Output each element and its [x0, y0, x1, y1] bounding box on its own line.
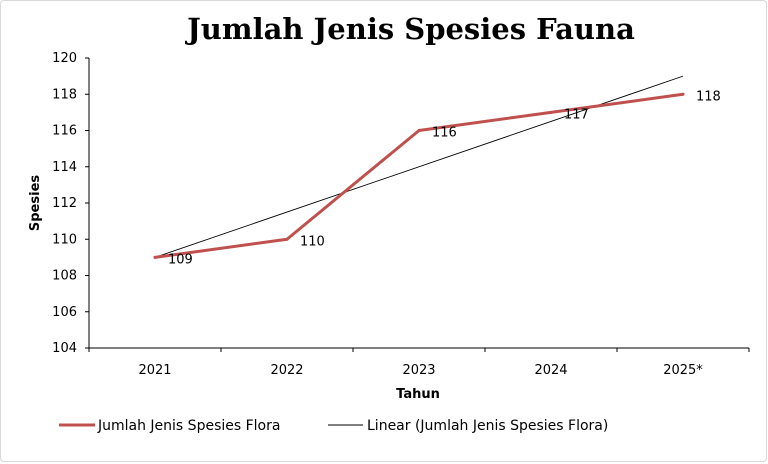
y-axis-title: Spesies: [28, 175, 43, 231]
y-tick-label: 118: [52, 87, 77, 102]
legend-label-flora: Jumlah Jenis Spesies Flora: [97, 418, 280, 434]
data-point: [417, 129, 421, 132]
y-tick-label: 116: [52, 124, 77, 139]
y-tick-label: 112: [52, 196, 77, 211]
marks: 109 110 116 117 118: [153, 75, 721, 267]
data-label: 116: [432, 126, 457, 141]
data-label: 118: [696, 89, 721, 104]
y-tick-label: 108: [52, 269, 77, 284]
y-tick-label: 106: [52, 305, 77, 320]
data-label: 110: [300, 234, 325, 249]
x-tick-label: 2022: [270, 363, 303, 378]
data-label: 117: [564, 107, 589, 122]
y-tick-label: 120: [52, 51, 77, 66]
legend-label-linear: Linear (Jumlah Jenis Spesies Flora): [367, 418, 608, 434]
x-tick-label: 2021: [138, 363, 171, 378]
x-tick-label: 2025*: [663, 363, 703, 378]
y-tick-label: 110: [52, 232, 77, 247]
data-point: [153, 255, 157, 259]
chart-title: Jumlah Jenis Spesies Fauna: [184, 12, 635, 46]
data-label: 109: [168, 252, 193, 267]
x-axis-title: Tahun: [396, 387, 440, 402]
trendline: [154, 75, 684, 258]
legend: Jumlah Jenis Spesies Flora Linear (Jumlah…: [59, 418, 608, 434]
x-tick-label: 2023: [402, 363, 435, 378]
x-tick-label: 2024: [534, 363, 567, 378]
y-tick-label: 104: [52, 341, 77, 356]
data-point: [285, 237, 289, 241]
data-point: [549, 110, 553, 114]
axes: 104 106 108 110 112 114 116 118 120 2021 2022 2023 2…: [52, 51, 750, 378]
series-line-flora: [153, 92, 685, 259]
data-point: [681, 92, 685, 96]
y-tick-label: 114: [52, 160, 77, 175]
